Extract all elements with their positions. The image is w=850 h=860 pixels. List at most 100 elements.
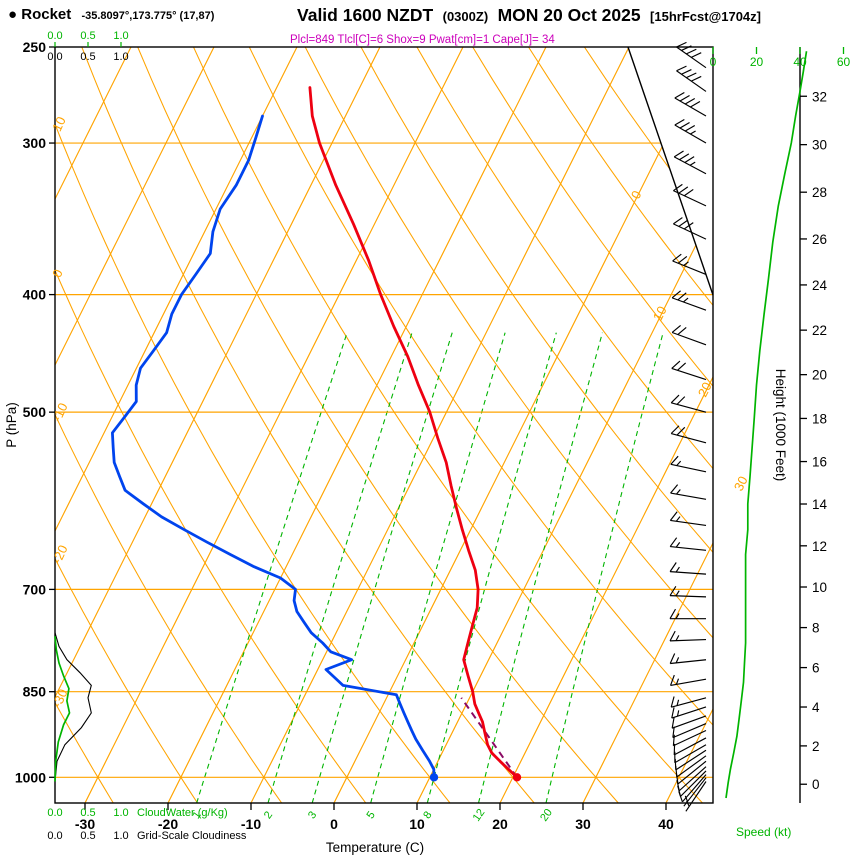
svg-text:500: 500 [23, 404, 47, 420]
svg-text:30: 30 [731, 474, 751, 494]
svg-text:5: 5 [365, 809, 378, 821]
wind-barbs [669, 41, 707, 812]
svg-text:0.5: 0.5 [80, 830, 95, 842]
svg-text:300: 300 [23, 135, 47, 151]
svg-text:0.5: 0.5 [80, 51, 95, 63]
svg-text:30: 30 [575, 816, 591, 832]
station-bullet-icon: ● [8, 6, 18, 23]
svg-text:12: 12 [471, 807, 488, 824]
svg-text:Speed (kt): Speed (kt) [736, 825, 791, 839]
svg-text:CloudWater (g/Kg): CloudWater (g/Kg) [137, 807, 228, 819]
cloudiness-curve [54, 632, 92, 782]
svg-text:0: 0 [628, 188, 645, 201]
svg-text:250: 250 [23, 39, 47, 55]
svg-text:-10: -10 [49, 400, 71, 423]
svg-text:2: 2 [262, 809, 275, 821]
svg-text:6: 6 [812, 661, 820, 676]
svg-text:1.0: 1.0 [113, 51, 128, 63]
speed-curve [725, 51, 808, 799]
cloud-scales: 0.0 0.0 0.0 0.0 0.5 0.5 0.5 0.5 1.0 1.0 1.0 1.0 Clou… [47, 30, 247, 842]
svg-text:850: 850 [23, 684, 47, 700]
svg-text:2: 2 [812, 739, 820, 754]
svg-text:24: 24 [812, 278, 828, 293]
svg-text:28: 28 [812, 185, 827, 200]
temperature-curve [308, 86, 519, 779]
svg-text:14: 14 [812, 497, 828, 512]
valid-line: Valid 1600 NZDT (0300Z) MON 20 Oct 2025 … [297, 5, 766, 26]
svg-text:30: 30 [812, 138, 827, 153]
svg-text:Height (1000 Feet): Height (1000 Feet) [773, 369, 788, 482]
surface-temp-dot [512, 773, 522, 782]
surface-dewpoint-dot [429, 773, 439, 782]
svg-text:20: 20 [750, 55, 764, 69]
parcel-path [460, 697, 518, 778]
station-coords: -35.8097°,173.775° (17,87) [81, 10, 215, 22]
svg-text:18: 18 [812, 411, 827, 426]
svg-text:0.0: 0.0 [47, 830, 62, 842]
svg-text:8: 8 [421, 809, 434, 821]
svg-text:1: 1 [191, 809, 204, 821]
svg-text:32: 32 [812, 89, 827, 104]
svg-text:400: 400 [23, 287, 47, 303]
svg-text:10: 10 [49, 114, 69, 133]
svg-text:10: 10 [650, 304, 670, 324]
svg-text:8: 8 [812, 621, 820, 636]
svg-text:16: 16 [812, 455, 827, 470]
svg-text:Grid-Scale Cloudiness: Grid-Scale Cloudiness [137, 830, 247, 842]
svg-text:-20: -20 [49, 543, 71, 566]
station-name: Rocket [21, 6, 72, 23]
valid-zulu: (0300Z) [442, 9, 489, 24]
svg-text:4: 4 [812, 700, 820, 715]
svg-text:-20: -20 [158, 816, 178, 832]
station-line: ● Rocket -35.8097°,173.775° (17,87) [8, 6, 214, 23]
mixing-ratio-labels: 1 2 3 5 8 12 20 [191, 807, 555, 824]
svg-text:0: 0 [330, 816, 338, 832]
svg-text:0.5: 0.5 [80, 30, 95, 42]
diagonal-cut-line [627, 46, 714, 296]
svg-text:3: 3 [306, 809, 319, 821]
svg-text:0: 0 [710, 55, 717, 69]
pressure-axis: 250 300 400 500 700 850 1000 P (hPa) [4, 39, 55, 785]
svg-text:20: 20 [695, 380, 715, 400]
svg-text:20: 20 [538, 807, 555, 824]
svg-text:22: 22 [812, 323, 827, 338]
svg-text:0.0: 0.0 [47, 30, 62, 42]
svg-text:0.5: 0.5 [80, 807, 95, 819]
stability-indices: Plcl=849 Tlcl[C]=6 Shox=9 Pwat[cm]=1 Cap… [290, 34, 555, 46]
svg-text:0: 0 [812, 777, 820, 792]
svg-text:Temperature (C): Temperature (C) [326, 840, 424, 855]
svg-text:P (hPa): P (hPa) [4, 402, 19, 448]
svg-text:1.0: 1.0 [113, 807, 128, 819]
forecast-tag: [15hrFcst@1704z] [650, 9, 761, 24]
valid-date: MON 20 Oct 2025 [497, 5, 641, 25]
svg-text:10: 10 [409, 816, 425, 832]
svg-text:20: 20 [492, 816, 508, 832]
svg-text:1.0: 1.0 [113, 830, 128, 842]
svg-text:0: 0 [49, 267, 66, 280]
svg-text:-30: -30 [49, 687, 71, 710]
svg-text:40: 40 [658, 816, 674, 832]
isotherm-labels: 0 10 20 30 [628, 188, 751, 493]
svg-text:1000: 1000 [15, 769, 46, 785]
cloudwater-curve [54, 636, 71, 782]
valid-time: Valid 1600 NZDT [297, 5, 434, 25]
svg-text:10: 10 [812, 580, 827, 595]
svg-text:60: 60 [837, 55, 850, 69]
svg-text:26: 26 [812, 232, 827, 247]
svg-text:20: 20 [812, 368, 827, 383]
svg-text:0.0: 0.0 [47, 807, 62, 819]
svg-text:0.0: 0.0 [47, 51, 62, 63]
plot-border [54, 46, 714, 804]
svg-text:12: 12 [812, 539, 827, 554]
grid-lines [55, 47, 713, 803]
svg-text:1.0: 1.0 [113, 30, 128, 42]
svg-text:700: 700 [23, 581, 47, 597]
svg-text:-30: -30 [75, 816, 95, 832]
temperature-axis: -30 -20 -10 0 10 20 30 40 Temperature (C) [75, 803, 674, 855]
dewpoint-curve [111, 114, 436, 779]
svg-text:-10: -10 [241, 816, 261, 832]
